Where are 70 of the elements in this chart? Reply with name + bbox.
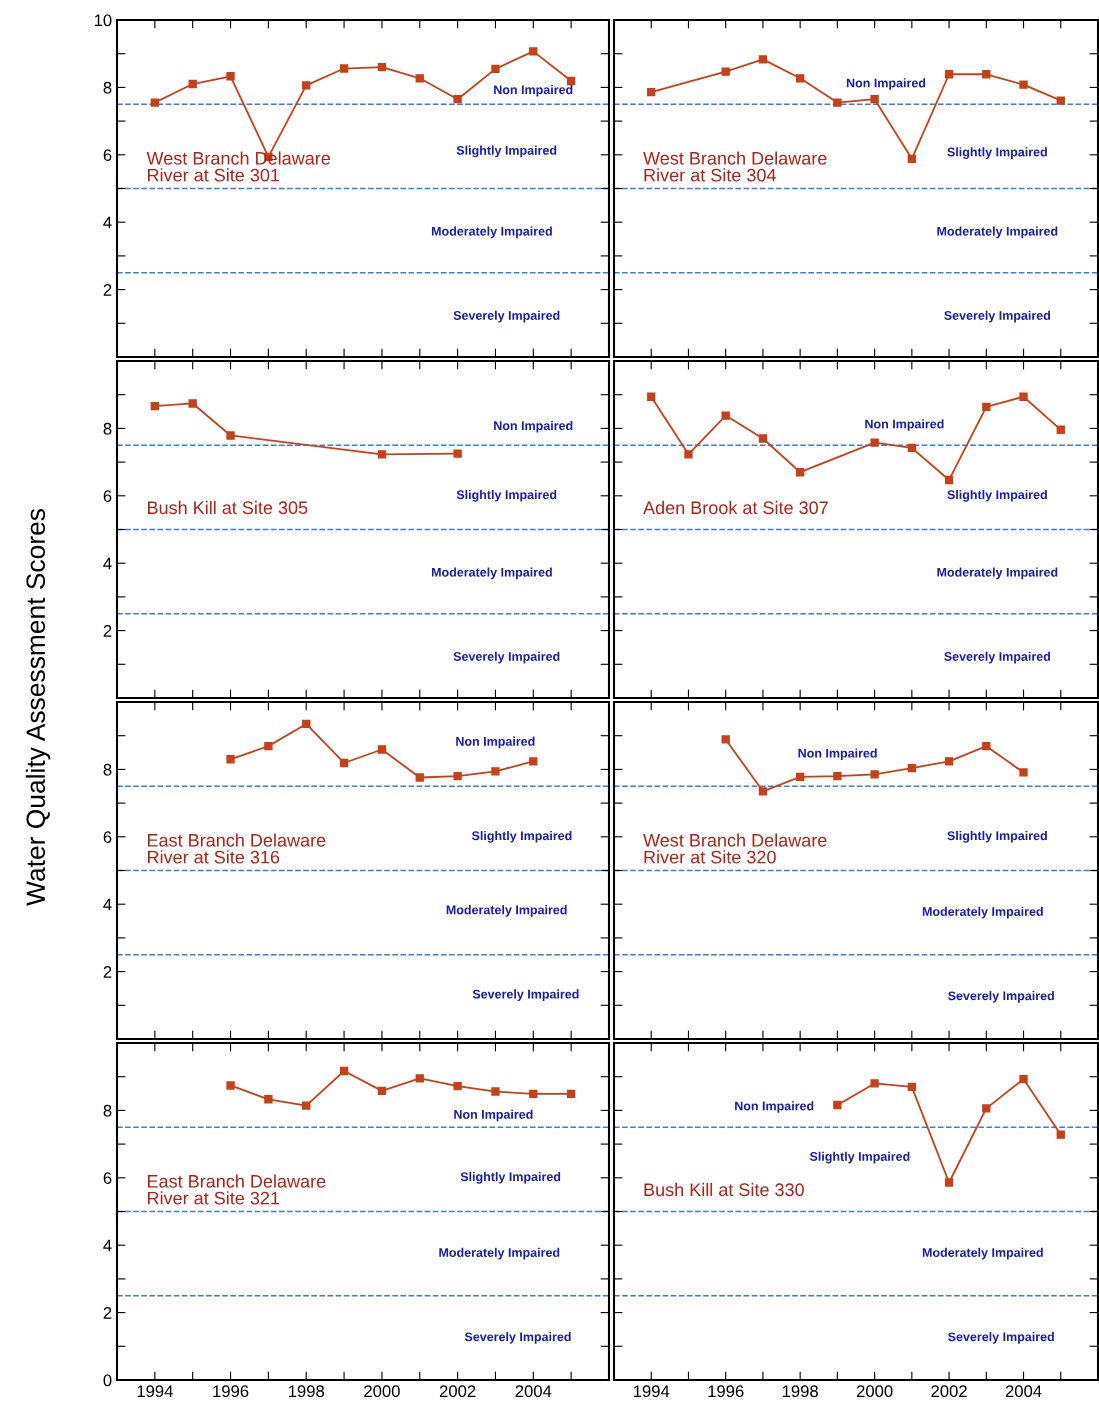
x-tick-label: 1996: [213, 1385, 249, 1398]
annotation: Slightly Impaired: [947, 147, 1047, 159]
annotation: Non Impaired: [454, 1109, 533, 1122]
y-tick-label: 6: [103, 1172, 112, 1184]
y-tick-label: 4: [103, 898, 112, 911]
y-tick-label: 8: [103, 1104, 112, 1117]
annotation: Moderately Impaired: [922, 906, 1043, 919]
annotation: Severely Impaired: [453, 310, 560, 323]
y-axis-title: Water Quality Assessment Scores: [25, 508, 51, 906]
y-tick-label: 8: [103, 763, 112, 776]
text: East Branch Delaware River at Site 321: [148, 1174, 326, 1205]
annotation: Non Impaired: [798, 748, 877, 761]
annotation: Severely Impaired: [944, 651, 1051, 664]
annotation: Moderately Impaired: [431, 567, 552, 580]
annotation: Moderately Impaired: [937, 567, 1058, 580]
annotation: Non Impaired: [494, 84, 573, 97]
y-tick-label: 6: [103, 149, 112, 161]
annotation: Severely Impaired: [944, 310, 1051, 323]
text: Bush Kill at Site 330: [644, 1182, 804, 1197]
text: West Branch Delaware River at Site 304: [643, 151, 827, 182]
y-tick-label: 6: [103, 490, 112, 502]
y-tick-label: 6: [103, 831, 112, 843]
annotation: Moderately Impaired: [431, 226, 552, 239]
y-tick-label: 4: [103, 557, 112, 570]
annotation: Severely Impaired: [948, 991, 1054, 1003]
text: Aden Brook at Site 307: [643, 500, 828, 515]
y-tick-label: 0: [103, 1374, 112, 1387]
x-tick-label: 1998: [782, 1385, 818, 1398]
annotation: Non Impaired: [456, 736, 535, 749]
y-tick-label: 4: [103, 216, 112, 229]
annotation: Non Impaired: [865, 419, 944, 431]
x-tick-label: 1994: [633, 1385, 670, 1398]
y-tick-label: 2: [103, 1307, 112, 1319]
annotation: Severely Impaired: [472, 989, 579, 1002]
x-tick-label: 2002: [931, 1385, 967, 1398]
x-tick-label: 1998: [288, 1385, 325, 1398]
y-tick-label: 8: [103, 81, 112, 94]
text: East Branch Delaware River at Site 316: [148, 833, 326, 864]
x-tick-label: 2004: [1005, 1385, 1042, 1398]
annotation: Severely Impaired: [464, 1332, 571, 1344]
x-tick-label: 1996: [708, 1385, 744, 1398]
annotation: Moderately Impaired: [446, 905, 567, 917]
y-tick-label: 2: [103, 284, 112, 296]
y-tick-label: 8: [103, 422, 112, 435]
annotation: Slightly Impaired: [471, 830, 572, 843]
annotation: Slightly Impaired: [947, 489, 1047, 502]
annotation: Non Impaired: [846, 78, 926, 90]
x-tick-label: 2002: [439, 1385, 476, 1398]
annotation: Moderately Impaired: [439, 1247, 560, 1260]
x-tick-label: 2000: [856, 1385, 893, 1398]
y-tick-label: 10: [94, 14, 112, 27]
y-tick-label: 2: [103, 625, 112, 637]
annotation: Slightly Impaired: [456, 145, 557, 158]
x-tick-label: 2000: [364, 1385, 400, 1398]
y-tick-label: 4: [103, 1239, 112, 1252]
y-tick-label: 2: [103, 966, 112, 978]
annotation: Severely Impaired: [453, 651, 560, 664]
text: Bush Kill at Site 305: [148, 500, 308, 515]
annotation: Slightly Impaired: [456, 489, 557, 502]
annotation: Moderately Impaired: [937, 226, 1058, 239]
x-tick-label: 2004: [515, 1385, 552, 1398]
x-tick-label: 1994: [137, 1385, 173, 1398]
annotation: Slightly Impaired: [460, 1171, 561, 1184]
annotation: Non Impaired: [494, 420, 573, 433]
annotation: Non Impaired: [735, 1101, 814, 1113]
annotation: Severely Impaired: [948, 1332, 1054, 1344]
annotation: Slightly Impaired: [947, 830, 1047, 843]
annotation: Moderately Impaired: [922, 1247, 1043, 1260]
text: West Branch Delaware River at Site 320: [643, 833, 827, 864]
annotation: Slightly Impaired: [809, 1151, 910, 1164]
